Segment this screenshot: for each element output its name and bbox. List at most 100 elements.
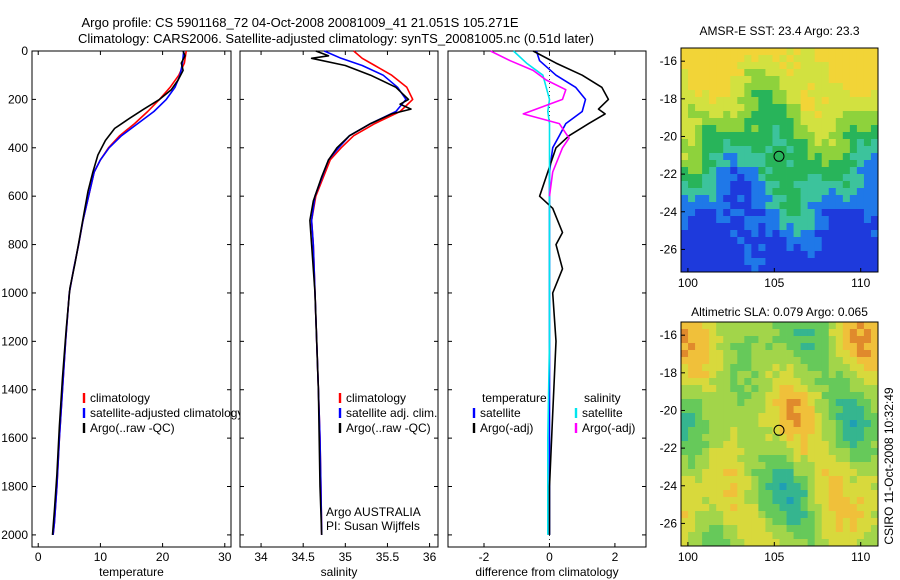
heatmap-cell — [849, 125, 858, 133]
heatmap-cell — [835, 62, 844, 70]
heatmap-cell — [723, 364, 731, 372]
heatmap-cell — [681, 462, 689, 470]
heatmap-cell — [695, 76, 703, 84]
heatmap-cell — [681, 181, 689, 189]
heatmap-cell — [800, 223, 809, 231]
heatmap-cell — [695, 265, 703, 273]
heatmap-cell — [751, 251, 759, 259]
heatmap-cell — [765, 69, 773, 77]
heatmap-cell — [716, 483, 724, 491]
heatmap-cell — [821, 132, 830, 140]
heatmap-cell — [681, 118, 689, 126]
heatmap-cell — [779, 258, 787, 266]
heatmap-cell — [730, 511, 738, 519]
heatmap-cell — [688, 469, 696, 477]
heatmap-cell — [856, 118, 865, 126]
heatmap-cell — [688, 371, 696, 379]
heatmap-cell — [681, 511, 689, 519]
heatmap-cell — [723, 237, 731, 245]
heatmap-cell — [772, 518, 780, 526]
heatmap-cell — [870, 251, 879, 259]
heatmap-cell — [709, 111, 717, 119]
heatmap-cell — [849, 167, 858, 175]
heatmap-cell — [849, 448, 858, 456]
heatmap-cell — [730, 427, 738, 435]
heatmap-cell — [842, 188, 851, 196]
heatmap-cell — [730, 258, 738, 266]
heatmap-cell — [849, 76, 858, 84]
heatmap-cell — [814, 406, 823, 414]
heatmap-cell — [772, 413, 780, 421]
y-tick-label: 1400 — [1, 383, 28, 397]
heatmap-cell — [688, 336, 696, 344]
heatmap-cell — [765, 237, 773, 245]
heatmap-cell — [751, 55, 759, 63]
y-tick-label: 2000 — [1, 528, 28, 542]
heatmap-cell — [814, 322, 823, 330]
heatmap-cell — [814, 132, 823, 140]
heatmap-cell — [821, 167, 830, 175]
heatmap-cell — [870, 511, 879, 519]
heatmap-cell — [681, 209, 689, 217]
y-tick-label: -18 — [660, 366, 678, 380]
heatmap-cell — [786, 76, 794, 84]
heatmap-cell — [793, 336, 802, 344]
heatmap-cell — [849, 216, 858, 224]
heatmap-cell — [737, 539, 745, 547]
heatmap-cell — [800, 525, 809, 533]
heatmap-cell — [772, 511, 780, 519]
heatmap-cell — [758, 132, 766, 140]
heatmap-cell — [723, 181, 731, 189]
heatmap-cell — [807, 336, 816, 344]
heatmap-cell — [842, 427, 851, 435]
heatmap-cell — [751, 118, 759, 126]
heatmap-cell — [856, 223, 865, 231]
heatmap-cell — [849, 511, 858, 519]
heatmap-cell — [856, 237, 865, 245]
heatmap-cell — [849, 441, 858, 449]
heatmap-cell — [779, 420, 787, 428]
heatmap-cell — [772, 230, 780, 238]
heatmap-cell — [765, 406, 773, 414]
heatmap-cell — [786, 111, 794, 119]
heatmap-cell — [793, 174, 802, 182]
heatmap-cell — [688, 329, 696, 337]
heatmap-cell — [730, 216, 738, 224]
heatmap-cell — [793, 434, 802, 442]
heatmap-cell — [849, 188, 858, 196]
heatmap-cell — [709, 364, 717, 372]
heatmap-cell — [842, 378, 851, 386]
heatmap-cell — [681, 202, 689, 210]
heatmap-cell — [779, 385, 787, 393]
heatmap-cell — [835, 265, 844, 273]
heatmap-cell — [737, 399, 745, 407]
heatmap-cell — [772, 216, 780, 224]
heatmap-cell — [723, 413, 731, 421]
heatmap-cell — [688, 223, 696, 231]
heatmap-cell — [765, 195, 773, 203]
heatmap-cell — [856, 413, 865, 421]
x-tick-label: 35.5 — [376, 550, 400, 564]
heatmap-cell — [688, 62, 696, 70]
heatmap-cell — [758, 90, 766, 98]
heatmap-cell — [772, 195, 780, 203]
heatmap-cell — [688, 48, 696, 56]
heatmap-cell — [807, 399, 816, 407]
heatmap-cell — [765, 413, 773, 421]
heatmap-cell — [835, 385, 844, 393]
heatmap-cell — [702, 322, 710, 330]
heatmap-cell — [716, 406, 724, 414]
heatmap-cell — [814, 111, 823, 119]
heatmap-cell — [842, 146, 851, 154]
y-tick-label: -26 — [660, 516, 678, 530]
heatmap-cell — [849, 237, 858, 245]
heatmap-cell — [828, 532, 837, 540]
heatmap-cell — [856, 518, 865, 526]
heatmap-cell — [716, 223, 724, 231]
heatmap-cell — [793, 160, 802, 168]
heatmap-cell — [772, 441, 780, 449]
heatmap-cell — [709, 336, 717, 344]
heatmap-cell — [751, 392, 759, 400]
heatmap-cell — [849, 427, 858, 435]
heatmap-cell — [849, 230, 858, 238]
